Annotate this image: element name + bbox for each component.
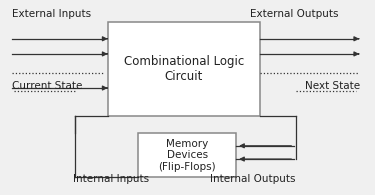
Text: Internal Inputs: Internal Inputs xyxy=(73,174,149,184)
Bar xyxy=(138,134,236,177)
Text: Current State: Current State xyxy=(12,81,82,91)
Text: Next State: Next State xyxy=(305,81,360,91)
Text: External Outputs: External Outputs xyxy=(250,9,338,20)
Text: Internal Outputs: Internal Outputs xyxy=(210,174,295,184)
Text: Combinational Logic
Circuit: Combinational Logic Circuit xyxy=(124,55,244,83)
Text: External Inputs: External Inputs xyxy=(12,9,91,20)
Text: Memory
Devices
(Flip-Flops): Memory Devices (Flip-Flops) xyxy=(159,139,216,172)
Bar xyxy=(108,22,260,116)
